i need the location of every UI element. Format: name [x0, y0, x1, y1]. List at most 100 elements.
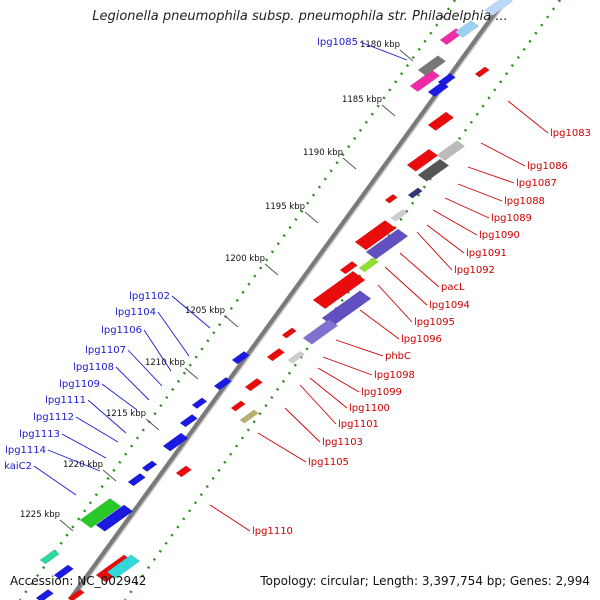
ruler-dotted-row-inner: [123, 0, 562, 600]
forward-gene-label[interactable]: kaiC2: [4, 461, 32, 472]
forward-gene-feature[interactable]: [162, 432, 189, 452]
reverse-gene-label[interactable]: lpg1099: [361, 387, 402, 398]
ruler-tick-mark: [224, 315, 239, 328]
reverse-gene-feature[interactable]: [390, 209, 408, 222]
forward-gene-feature[interactable]: [79, 498, 122, 529]
ruler-tick-label: 1185 kbp: [342, 95, 382, 105]
forward-gene-feature[interactable]: [191, 397, 208, 409]
leader-line: [399, 252, 440, 288]
reverse-gene-feature[interactable]: [175, 465, 192, 478]
leader-line: [87, 399, 127, 434]
forward-gene-feature[interactable]: [35, 589, 54, 600]
forward-gene-feature[interactable]: [417, 55, 447, 76]
forward-gene-label[interactable]: lpg1102: [129, 291, 170, 302]
forward-gene-label[interactable]: lpg1104: [115, 307, 156, 318]
forward-gene-label[interactable]: lpg1108: [73, 362, 114, 373]
reverse-gene-feature[interactable]: [106, 554, 141, 579]
reverse-gene-feature[interactable]: [239, 409, 259, 424]
ruler-tick-label: 1200 kbp: [225, 254, 265, 264]
leader-line: [432, 209, 478, 236]
forward-gene-feature[interactable]: [39, 549, 60, 565]
reverse-gene-feature[interactable]: [384, 193, 398, 204]
reverse-gene-label[interactable]: lpg1101: [338, 419, 379, 430]
reverse-gene-feature[interactable]: [312, 270, 366, 310]
forward-gene-label[interactable]: lpg1106: [101, 325, 142, 336]
reverse-gene-feature[interactable]: [302, 318, 339, 345]
ruler-tick-mark: [184, 367, 199, 380]
backbone-highlight: [72, 0, 509, 600]
leader-line: [467, 166, 515, 184]
reverse-gene-label[interactable]: lpg1096: [401, 334, 442, 345]
reverse-gene-feature[interactable]: [287, 351, 305, 364]
leader-line: [507, 100, 549, 134]
reverse-gene-label[interactable]: lpg1086: [527, 161, 568, 172]
genome-title: Legionella pneumophila subsp. pneumophil…: [92, 9, 508, 24]
reverse-gene-label[interactable]: lpg1100: [349, 403, 390, 414]
reverse-gene-label[interactable]: lpg1092: [454, 265, 495, 276]
leader-line: [33, 465, 77, 496]
forward-gene-feature[interactable]: [95, 504, 134, 532]
ruler-tick-label: 1205 kbp: [185, 306, 225, 316]
reverse-gene-label[interactable]: lpg1105: [308, 457, 349, 468]
ruler-tick-mark: [399, 49, 414, 62]
reverse-gene-feature[interactable]: [67, 589, 85, 600]
ruler-tick-mark: [145, 418, 160, 431]
reverse-gene-feature[interactable]: [358, 257, 379, 273]
reverse-gene-feature[interactable]: [339, 261, 358, 275]
leader-line: [284, 407, 321, 443]
reverse-gene-feature[interactable]: [266, 348, 285, 362]
ruler-tick-label: 1180 kbp: [360, 40, 400, 50]
forward-gene-feature[interactable]: [484, 0, 514, 16]
forward-gene-label[interactable]: lpg1111: [45, 395, 86, 406]
forward-gene-feature[interactable]: [179, 414, 198, 428]
reverse-gene-feature[interactable]: [417, 158, 450, 182]
ruler-tick-label: 1195 kbp: [265, 202, 305, 212]
forward-gene-feature[interactable]: [127, 473, 146, 487]
reverse-gene-feature[interactable]: [407, 187, 423, 199]
leader-line: [377, 284, 413, 323]
reverse-gene-label[interactable]: lpg1087: [516, 178, 557, 189]
forward-gene-feature[interactable]: [409, 69, 441, 92]
reverse-gene-label[interactable]: pacL: [441, 282, 465, 293]
forward-gene-feature[interactable]: [53, 564, 74, 580]
reverse-gene-feature[interactable]: [474, 66, 490, 78]
forward-gene-label[interactable]: lpg1114: [5, 445, 46, 456]
ruler-dotted-row-outer: [18, 0, 457, 600]
ruler-tick-label: 1190 kbp: [303, 148, 343, 158]
forward-gene-feature[interactable]: [213, 377, 232, 391]
forward-gene-label[interactable]: lpg1085: [317, 37, 358, 48]
forward-gene-feature[interactable]: [437, 73, 456, 87]
reverse-gene-feature[interactable]: [427, 111, 455, 131]
reverse-gene-label[interactable]: lpg1090: [479, 230, 520, 241]
forward-gene-label[interactable]: lpg1107: [85, 345, 126, 356]
reverse-gene-label[interactable]: lpg1103: [322, 437, 363, 448]
forward-gene-label[interactable]: lpg1113: [19, 429, 60, 440]
forward-gene-feature[interactable]: [231, 351, 250, 365]
reverse-gene-label[interactable]: phbC: [385, 351, 411, 362]
forward-gene-label[interactable]: lpg1112: [33, 412, 74, 423]
label-leaders: [33, 41, 549, 532]
reverse-gene-feature[interactable]: [230, 400, 246, 412]
reverse-gene-label[interactable]: lpg1089: [491, 213, 532, 224]
reverse-gene-feature[interactable]: [365, 228, 409, 260]
reverse-gene-label[interactable]: lpg1094: [429, 300, 470, 311]
forward-gene-feature[interactable]: [141, 460, 158, 472]
reverse-gene-label[interactable]: lpg1083: [550, 128, 591, 139]
gene-features: [35, 0, 514, 600]
ruler-tick-label: 1210 kbp: [145, 358, 185, 368]
forward-gene-label[interactable]: lpg1109: [59, 379, 100, 390]
reverse-gene-feature[interactable]: [354, 220, 397, 251]
leader-line: [157, 311, 190, 357]
reverse-gene-label[interactable]: lpg1098: [374, 370, 415, 381]
reverse-gene-label[interactable]: lpg1095: [414, 317, 455, 328]
reverse-gene-label[interactable]: lpg1091: [466, 248, 507, 259]
reverse-gene-feature[interactable]: [244, 378, 263, 392]
reverse-gene-label[interactable]: lpg1088: [504, 196, 545, 207]
forward-gene-feature[interactable]: [454, 20, 480, 38]
leader-line: [209, 504, 251, 532]
reverse-gene-feature[interactable]: [436, 140, 466, 161]
leader-line: [359, 41, 408, 61]
reverse-gene-label[interactable]: lpg1110: [252, 526, 293, 537]
reverse-gene-feature[interactable]: [281, 327, 297, 339]
leader-line: [322, 356, 373, 376]
